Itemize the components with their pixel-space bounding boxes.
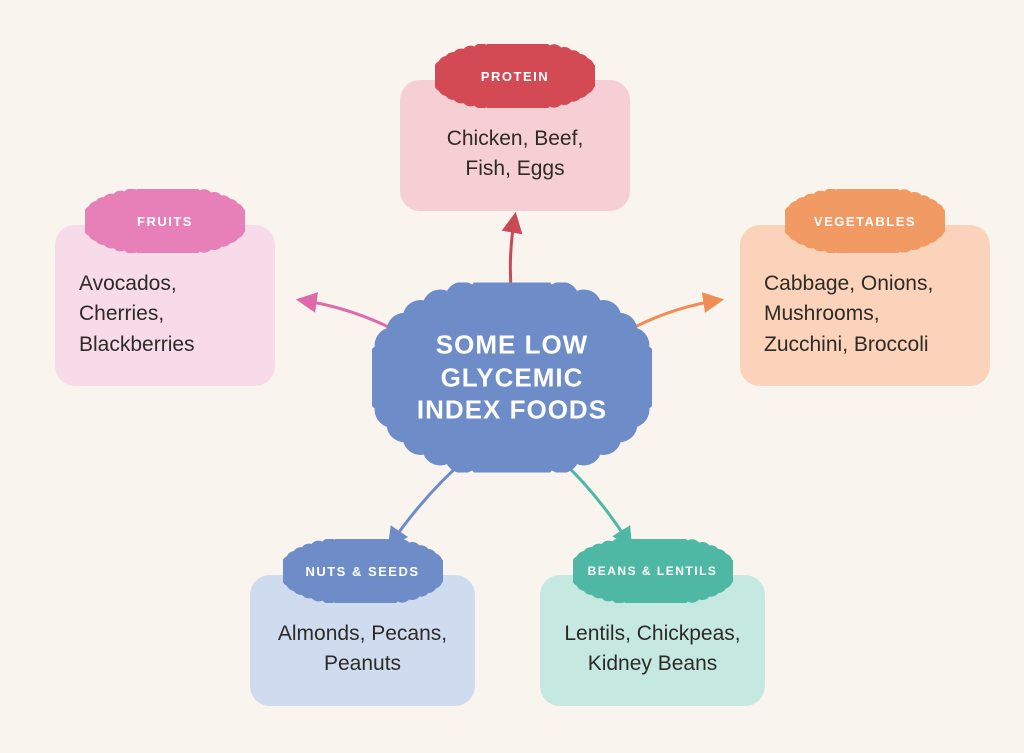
card-protein: Chicken, Beef, Fish, Eggs PROTEIN <box>400 80 630 211</box>
card-nuts-label: NUTS & SEEDS <box>283 539 443 603</box>
card-vegetables-items: Cabbage, Onions, Mushrooms, Zucchini, Br… <box>764 272 933 356</box>
card-vegetables: Cabbage, Onions, Mushrooms, Zucchini, Br… <box>740 225 990 386</box>
card-protein-header: PROTEIN <box>435 44 595 108</box>
card-protein-items: Chicken, Beef, Fish, Eggs <box>447 127 584 180</box>
card-beans-label: BEANS & LENTILS <box>573 539 733 603</box>
card-fruits-items: Avocados, Cherries, Blackberries <box>79 272 195 356</box>
card-protein-label: PROTEIN <box>435 44 595 108</box>
card-nuts-items: Almonds, Pecans, Peanuts <box>278 622 447 675</box>
mindmap-canvas: SOME LOW GLYCEMIC INDEX FOODS Chicken, B… <box>0 0 1024 753</box>
card-beans-items: Lentils, Chickpeas, Kidney Beans <box>564 622 740 675</box>
center-node: SOME LOW GLYCEMIC INDEX FOODS <box>372 283 652 478</box>
card-beans: Lentils, Chickpeas, Kidney Beans BEANS &… <box>540 575 765 706</box>
card-vegetables-label: VEGETABLES <box>785 189 945 253</box>
card-fruits-header: FRUITS <box>85 189 245 253</box>
card-fruits: Avocados, Cherries, Blackberries FRUITS <box>55 225 275 386</box>
card-nuts-header: NUTS & SEEDS <box>283 539 443 603</box>
card-nuts: Almonds, Pecans, Peanuts NUTS & SEEDS <box>250 575 475 706</box>
card-fruits-label: FRUITS <box>85 189 245 253</box>
card-vegetables-header: VEGETABLES <box>785 189 945 253</box>
center-title: SOME LOW GLYCEMIC INDEX FOODS <box>372 283 652 473</box>
card-beans-header: BEANS & LENTILS <box>573 539 733 603</box>
center-cloud: SOME LOW GLYCEMIC INDEX FOODS <box>372 283 652 473</box>
